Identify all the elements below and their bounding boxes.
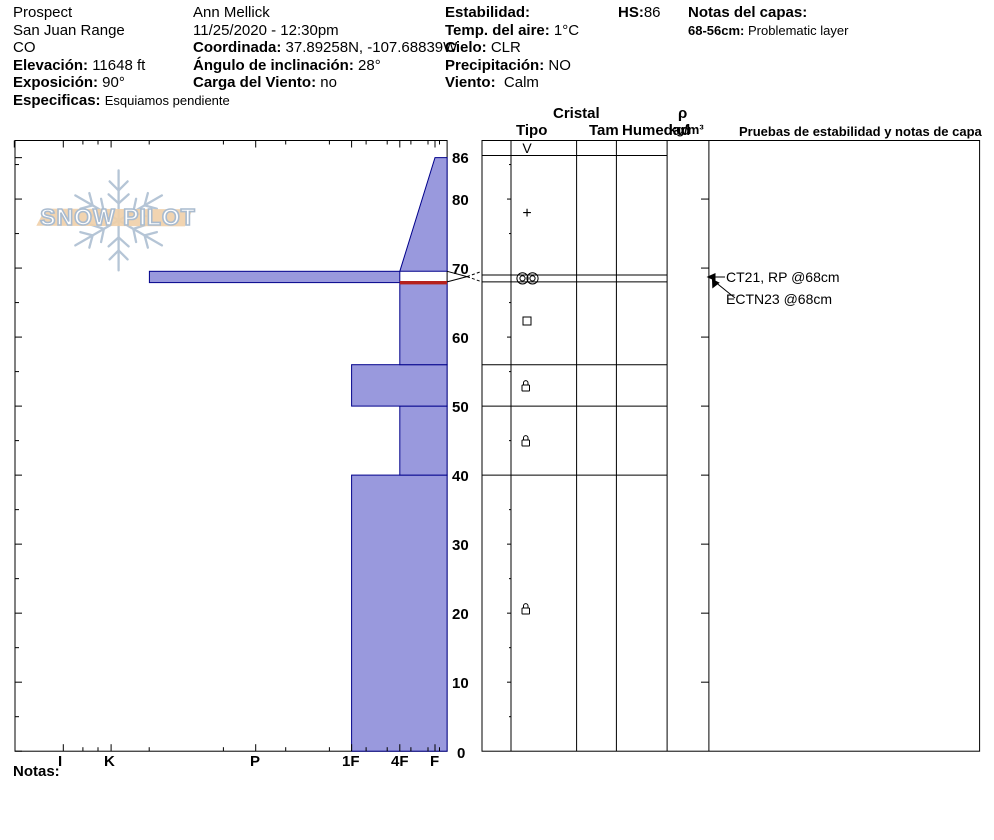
svg-text:V: V [522, 140, 532, 156]
svg-text:+: + [522, 205, 531, 222]
